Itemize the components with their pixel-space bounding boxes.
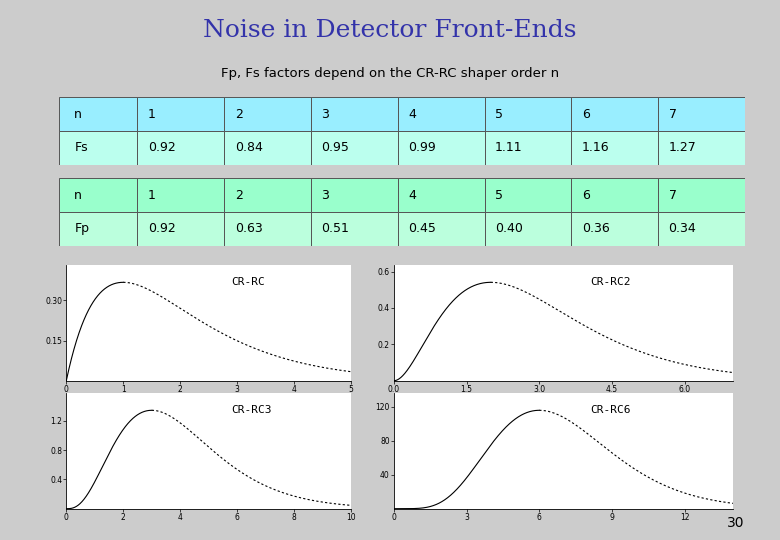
Text: 0.92: 0.92 <box>148 141 176 154</box>
Text: 2: 2 <box>235 188 243 201</box>
FancyBboxPatch shape <box>571 131 658 165</box>
FancyBboxPatch shape <box>484 97 571 131</box>
FancyBboxPatch shape <box>484 178 571 212</box>
FancyBboxPatch shape <box>58 131 137 165</box>
Text: 7: 7 <box>668 188 676 201</box>
Text: CR-RC6: CR-RC6 <box>590 406 631 415</box>
FancyBboxPatch shape <box>58 212 137 246</box>
FancyBboxPatch shape <box>311 131 398 165</box>
FancyBboxPatch shape <box>137 97 224 131</box>
FancyBboxPatch shape <box>571 97 658 131</box>
Text: 6: 6 <box>582 188 590 201</box>
Text: 0.92: 0.92 <box>148 222 176 235</box>
FancyBboxPatch shape <box>137 178 224 212</box>
FancyBboxPatch shape <box>224 97 311 131</box>
Text: n: n <box>74 107 82 120</box>
Text: 0.63: 0.63 <box>235 222 262 235</box>
FancyBboxPatch shape <box>658 212 745 246</box>
Text: 1.16: 1.16 <box>582 141 609 154</box>
FancyBboxPatch shape <box>398 178 484 212</box>
FancyBboxPatch shape <box>224 178 311 212</box>
Text: 6: 6 <box>582 107 590 120</box>
Text: CR-RC: CR-RC <box>232 278 265 287</box>
FancyBboxPatch shape <box>311 178 398 212</box>
Text: 5: 5 <box>495 107 503 120</box>
Text: Fp, Fs factors depend on the CR-RC shaper order n: Fp, Fs factors depend on the CR-RC shape… <box>221 68 559 80</box>
Text: 0.45: 0.45 <box>408 222 436 235</box>
Text: 0.51: 0.51 <box>321 222 349 235</box>
Text: 4: 4 <box>408 107 416 120</box>
FancyBboxPatch shape <box>658 97 745 131</box>
Text: 1: 1 <box>148 188 156 201</box>
FancyBboxPatch shape <box>58 97 137 131</box>
Text: 3: 3 <box>321 188 329 201</box>
FancyBboxPatch shape <box>311 212 398 246</box>
Text: 7: 7 <box>668 107 676 120</box>
FancyBboxPatch shape <box>58 178 137 212</box>
FancyBboxPatch shape <box>311 97 398 131</box>
FancyBboxPatch shape <box>658 131 745 165</box>
FancyBboxPatch shape <box>571 178 658 212</box>
Text: Fp: Fp <box>74 222 89 235</box>
Text: 1: 1 <box>148 107 156 120</box>
Text: 0.99: 0.99 <box>408 141 436 154</box>
Text: 2: 2 <box>235 107 243 120</box>
FancyBboxPatch shape <box>571 212 658 246</box>
FancyBboxPatch shape <box>658 178 745 212</box>
Text: 0.84: 0.84 <box>235 141 263 154</box>
FancyBboxPatch shape <box>224 212 311 246</box>
FancyBboxPatch shape <box>224 131 311 165</box>
FancyBboxPatch shape <box>398 212 484 246</box>
FancyBboxPatch shape <box>137 212 224 246</box>
Text: 4: 4 <box>408 188 416 201</box>
Text: 0.34: 0.34 <box>668 222 697 235</box>
FancyBboxPatch shape <box>398 131 484 165</box>
Text: Fs: Fs <box>74 141 88 154</box>
Text: 30: 30 <box>728 516 745 530</box>
Text: 1.27: 1.27 <box>668 141 697 154</box>
Text: CR-RC2: CR-RC2 <box>590 278 631 287</box>
Text: 0.40: 0.40 <box>495 222 523 235</box>
Text: Noise in Detector Front-Ends: Noise in Detector Front-Ends <box>204 19 576 42</box>
Text: n: n <box>74 188 82 201</box>
Text: 0.95: 0.95 <box>321 141 349 154</box>
FancyBboxPatch shape <box>137 131 224 165</box>
Text: 3: 3 <box>321 107 329 120</box>
FancyBboxPatch shape <box>398 97 484 131</box>
FancyBboxPatch shape <box>484 212 571 246</box>
Text: 1.11: 1.11 <box>495 141 523 154</box>
FancyBboxPatch shape <box>484 131 571 165</box>
Text: CR-RC3: CR-RC3 <box>232 406 272 415</box>
Text: 0.36: 0.36 <box>582 222 609 235</box>
Text: 5: 5 <box>495 188 503 201</box>
